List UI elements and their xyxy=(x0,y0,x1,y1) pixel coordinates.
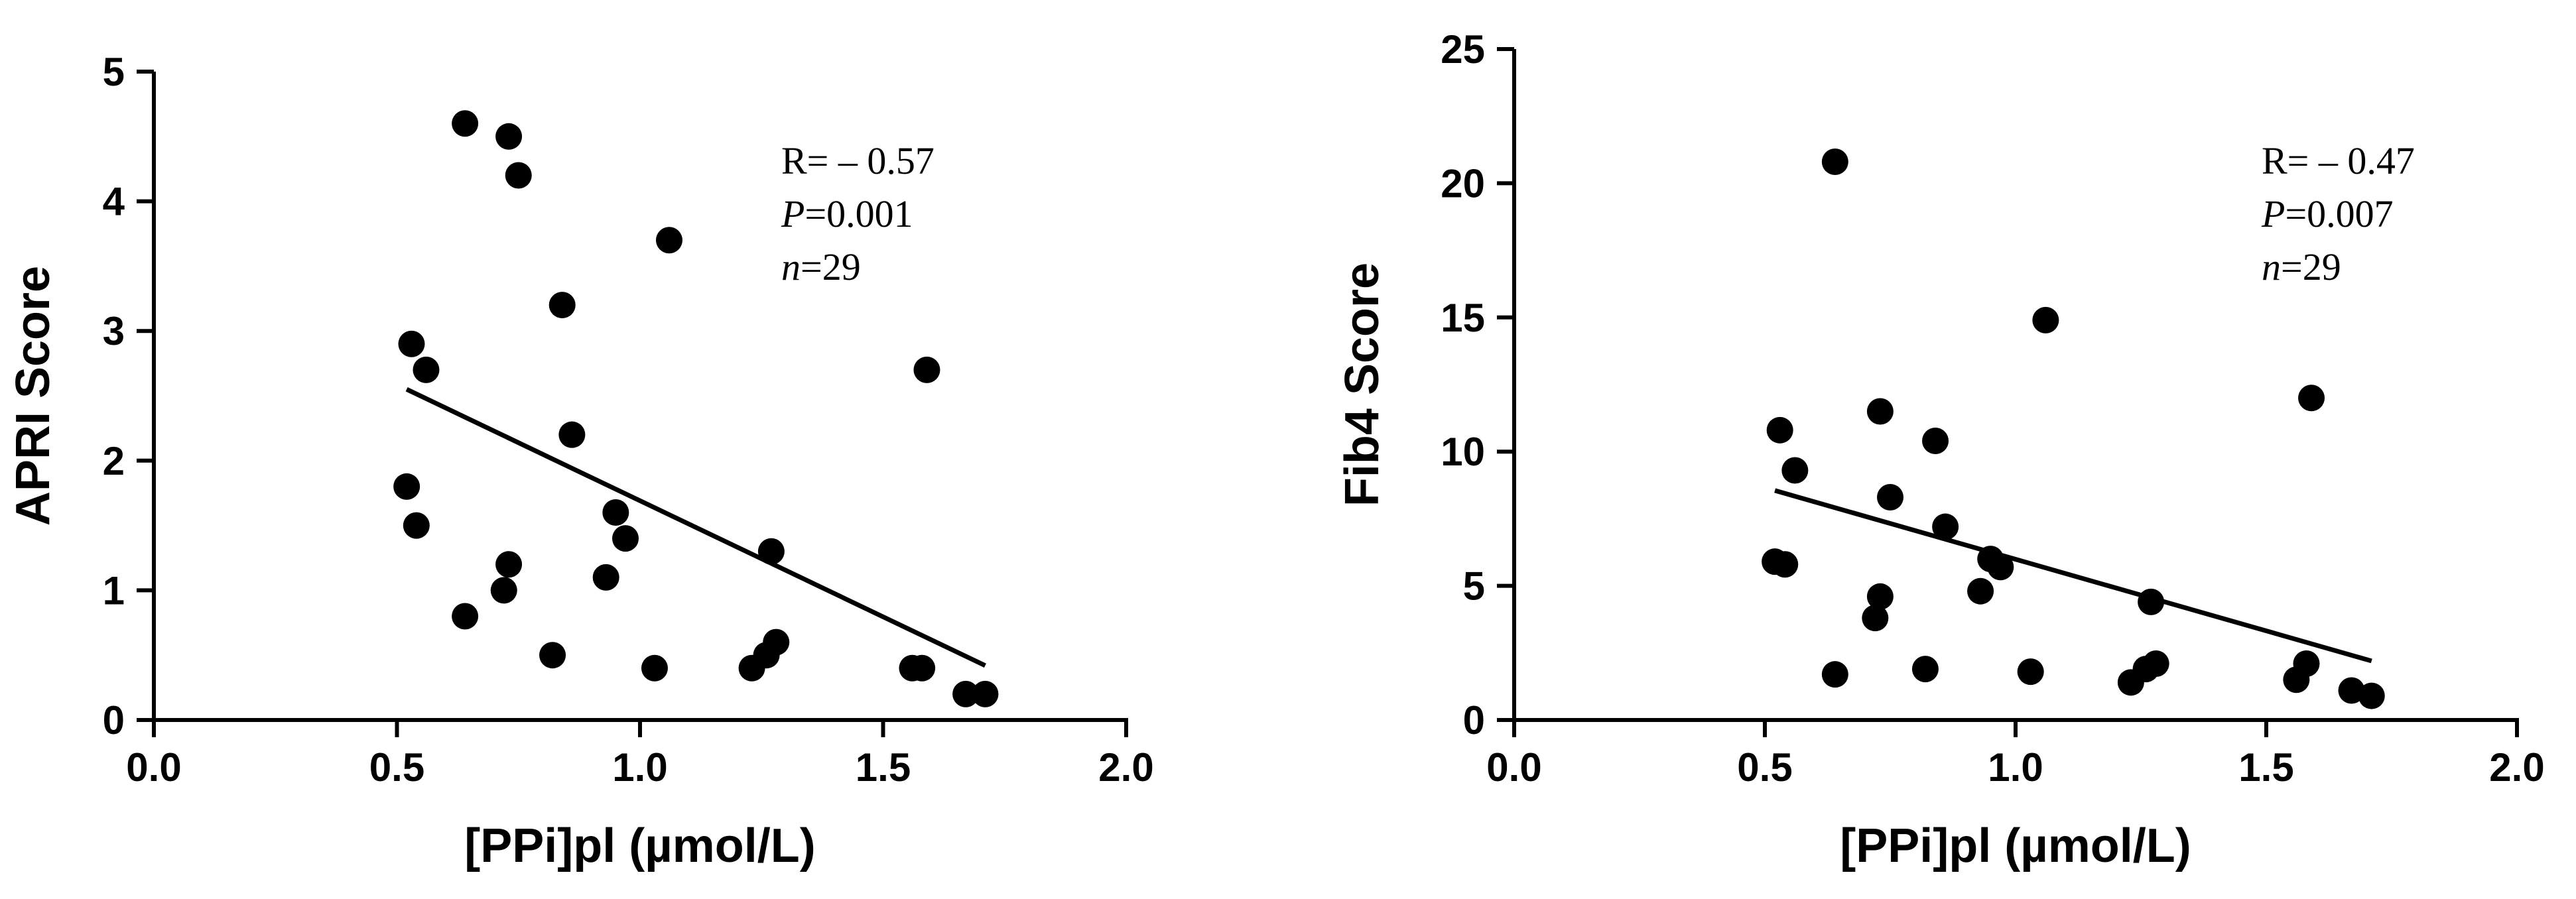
data-point xyxy=(1771,551,1799,578)
y-tick-label: 3 xyxy=(103,309,125,353)
y-tick-label: 10 xyxy=(1441,430,1485,474)
data-point xyxy=(495,123,523,150)
stat-annotation: P=0.007 xyxy=(2261,192,2394,235)
data-point xyxy=(490,577,517,604)
stat-value: =29 xyxy=(2281,245,2341,288)
data-point xyxy=(558,421,586,448)
stat-symbol: n xyxy=(781,245,801,288)
data-point xyxy=(1866,583,1894,610)
data-point xyxy=(548,292,576,319)
x-tick-label: 0.5 xyxy=(369,745,424,790)
data-point xyxy=(1967,577,1994,605)
data-point xyxy=(602,499,629,526)
x-axis-title: [PPi]pl (µmol/L) xyxy=(1840,819,2191,872)
data-point xyxy=(2138,588,2165,615)
x-tick-label: 1.0 xyxy=(612,745,667,790)
data-point xyxy=(2032,306,2059,333)
data-point xyxy=(972,680,999,707)
y-tick-label: 1 xyxy=(103,568,125,613)
stat-symbol: P xyxy=(2261,192,2285,235)
data-point xyxy=(1821,661,1848,688)
data-point xyxy=(1866,398,1894,425)
data-point xyxy=(592,564,619,591)
y-tick-label: 20 xyxy=(1441,161,1485,206)
x-tick-label: 2.0 xyxy=(2489,745,2544,790)
stat-value: R= – 0.47 xyxy=(2262,139,2415,182)
x-tick-label: 1.0 xyxy=(1988,745,2043,790)
y-tick-label: 0 xyxy=(103,698,125,743)
stat-annotation: R= – 0.57 xyxy=(781,139,934,182)
y-axis-title: Fib4 Score xyxy=(1336,263,1389,507)
data-point xyxy=(952,680,980,707)
data-point xyxy=(2142,650,2169,677)
y-tick-label: 5 xyxy=(1463,564,1485,609)
y-tick-label: 4 xyxy=(103,180,125,224)
data-point xyxy=(2298,385,2325,412)
data-point xyxy=(612,525,639,552)
data-point xyxy=(1877,484,1903,511)
data-point xyxy=(398,330,425,357)
data-point xyxy=(403,512,430,539)
x-axis-title: [PPi]pl (µmol/L) xyxy=(464,819,815,872)
regression-line xyxy=(1774,488,2372,664)
data-point xyxy=(757,538,785,565)
stat-value: R= – 0.57 xyxy=(781,139,934,182)
data-point xyxy=(495,551,523,578)
x-tick-label: 0.0 xyxy=(126,745,181,790)
regression-line xyxy=(405,387,986,668)
data-point xyxy=(452,603,479,630)
data-point xyxy=(2338,677,2365,704)
data-point xyxy=(909,654,936,682)
data-point xyxy=(763,629,790,656)
data-point xyxy=(655,227,682,254)
stat-annotation: P=0.001 xyxy=(781,192,913,235)
stat-symbol: P xyxy=(781,192,805,235)
x-tick-label: 1.5 xyxy=(856,745,911,790)
data-point xyxy=(2293,650,2320,677)
x-tick-label: 0.0 xyxy=(1486,745,1541,790)
data-point xyxy=(2017,658,2044,686)
data-point xyxy=(1821,149,1848,176)
stat-annotation: n=29 xyxy=(781,245,861,288)
stat-value: =0.007 xyxy=(2285,192,2393,235)
y-tick-label: 2 xyxy=(103,439,125,483)
data-point xyxy=(505,162,532,189)
y-axis-title: APRI Score xyxy=(7,266,60,526)
stat-value: =29 xyxy=(801,245,861,288)
data-point xyxy=(1987,554,2014,581)
y-tick-label: 25 xyxy=(1441,27,1485,72)
y-tick-label: 0 xyxy=(1463,698,1485,743)
data-point xyxy=(539,642,566,669)
data-point xyxy=(1862,605,1889,632)
data-point xyxy=(2358,682,2385,709)
x-tick-label: 0.5 xyxy=(1737,745,1792,790)
stat-value: =0.001 xyxy=(805,192,913,235)
data-point xyxy=(452,110,479,137)
data-point xyxy=(913,356,940,383)
data-point xyxy=(393,473,420,500)
y-tick-label: 15 xyxy=(1441,296,1485,340)
fib4-scatter-panel: 0.0 0.5 1.0 1.5 2.0 0 5 10 15 20 25 [PPi]pl (µmol/L… xyxy=(1336,27,2545,872)
data-point xyxy=(1922,428,1949,455)
data-point xyxy=(1781,457,1809,484)
x-tick-label: 1.5 xyxy=(2238,745,2293,790)
apri-scatter-panel: 0.0 0.5 1.0 1.5 2.0 0 1 2 3 4 5 [PPi]pl (µmol/L) APR… xyxy=(7,50,1154,872)
data-point xyxy=(1911,656,1939,683)
data-point xyxy=(413,356,440,383)
y-tick-label: 5 xyxy=(103,50,125,94)
stat-annotation: n=29 xyxy=(2262,245,2341,288)
x-tick-label: 2.0 xyxy=(1098,745,1153,790)
stat-symbol: n xyxy=(2262,245,2281,288)
stat-annotation: R= – 0.47 xyxy=(2262,139,2415,182)
data-point xyxy=(1766,416,1793,444)
data-point xyxy=(641,654,668,682)
data-point xyxy=(1932,513,1959,540)
